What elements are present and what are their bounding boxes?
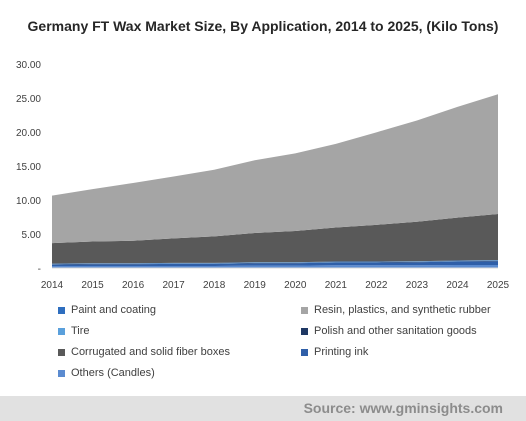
y-tick-label: -	[38, 264, 41, 275]
legend-label: Resin, plastics, and synthetic rubber	[314, 304, 491, 316]
legend-item: Corrugated and solid fiber boxes	[58, 344, 301, 360]
y-tick-labels: - 5.00 10.00 15.00 20.00 25.00 30.00	[16, 60, 41, 275]
legend-label: Tire	[71, 325, 90, 337]
y-tick-label: 10.00	[16, 196, 41, 207]
x-tick-label: 2017	[163, 280, 186, 291]
x-tick-label: 2023	[406, 280, 429, 291]
legend: Paint and coating Resin, plastics, and sy…	[58, 302, 518, 381]
x-tick-label: 2021	[325, 280, 348, 291]
legend-label: Paint and coating	[71, 304, 157, 316]
legend-label: Others (Candles)	[71, 367, 155, 379]
legend-item: Paint and coating	[58, 302, 301, 318]
x-tick-label: 2014	[41, 280, 64, 291]
legend-swatch	[301, 348, 308, 356]
x-tick-label: 2015	[81, 280, 104, 291]
area-series-6	[52, 94, 498, 244]
y-tick-label: 20.00	[16, 128, 41, 139]
footer-bar: Source: www.gminsights.com	[0, 396, 526, 421]
x-tick-label: 2024	[446, 280, 469, 291]
area-series-5	[52, 213, 498, 264]
legend-swatch	[58, 327, 65, 335]
source-text: Source: www.gminsights.com	[303, 400, 503, 416]
x-tick-label: 2018	[203, 280, 226, 291]
legend-item: Resin, plastics, and synthetic rubber	[301, 302, 518, 318]
area-series-2	[52, 260, 498, 265]
legend-item: Polish and other sanitation goods	[301, 323, 518, 339]
x-tick-labels: 2014 2015 2016 2017 2018 2019 2020 2021 2022 2023…	[41, 280, 510, 291]
legend-label: Printing ink	[314, 346, 369, 358]
legend-label: Corrugated and solid fiber boxes	[71, 346, 230, 358]
legend-swatch	[58, 369, 65, 377]
y-tick-label: 25.00	[16, 94, 41, 105]
y-tick-label: 5.00	[22, 230, 42, 241]
legend-swatch	[58, 348, 65, 356]
x-tick-label: 2019	[244, 280, 267, 291]
legend-label: Polish and other sanitation goods	[314, 325, 477, 337]
legend-swatch	[301, 327, 308, 335]
legend-item: Others (Candles)	[58, 365, 301, 381]
chart-title: Germany FT Wax Market Size, By Applicati…	[27, 18, 499, 34]
x-tick-label: 2020	[284, 280, 307, 291]
y-tick-label: 30.00	[16, 60, 41, 71]
x-tick-label: 2022	[365, 280, 388, 291]
legend-swatch	[301, 306, 308, 314]
area-series-4	[52, 260, 498, 264]
area-series-group	[52, 94, 498, 268]
x-tick-label: 2016	[122, 280, 145, 291]
area-series-3	[52, 260, 498, 265]
y-tick-label: 15.00	[16, 162, 41, 173]
x-tick-label: 2025	[487, 280, 510, 291]
area-series-0	[52, 264, 498, 268]
legend-item: Tire	[58, 323, 301, 339]
area-series-1	[52, 261, 498, 266]
legend-item: Printing ink	[301, 344, 518, 360]
legend-swatch	[58, 306, 65, 314]
